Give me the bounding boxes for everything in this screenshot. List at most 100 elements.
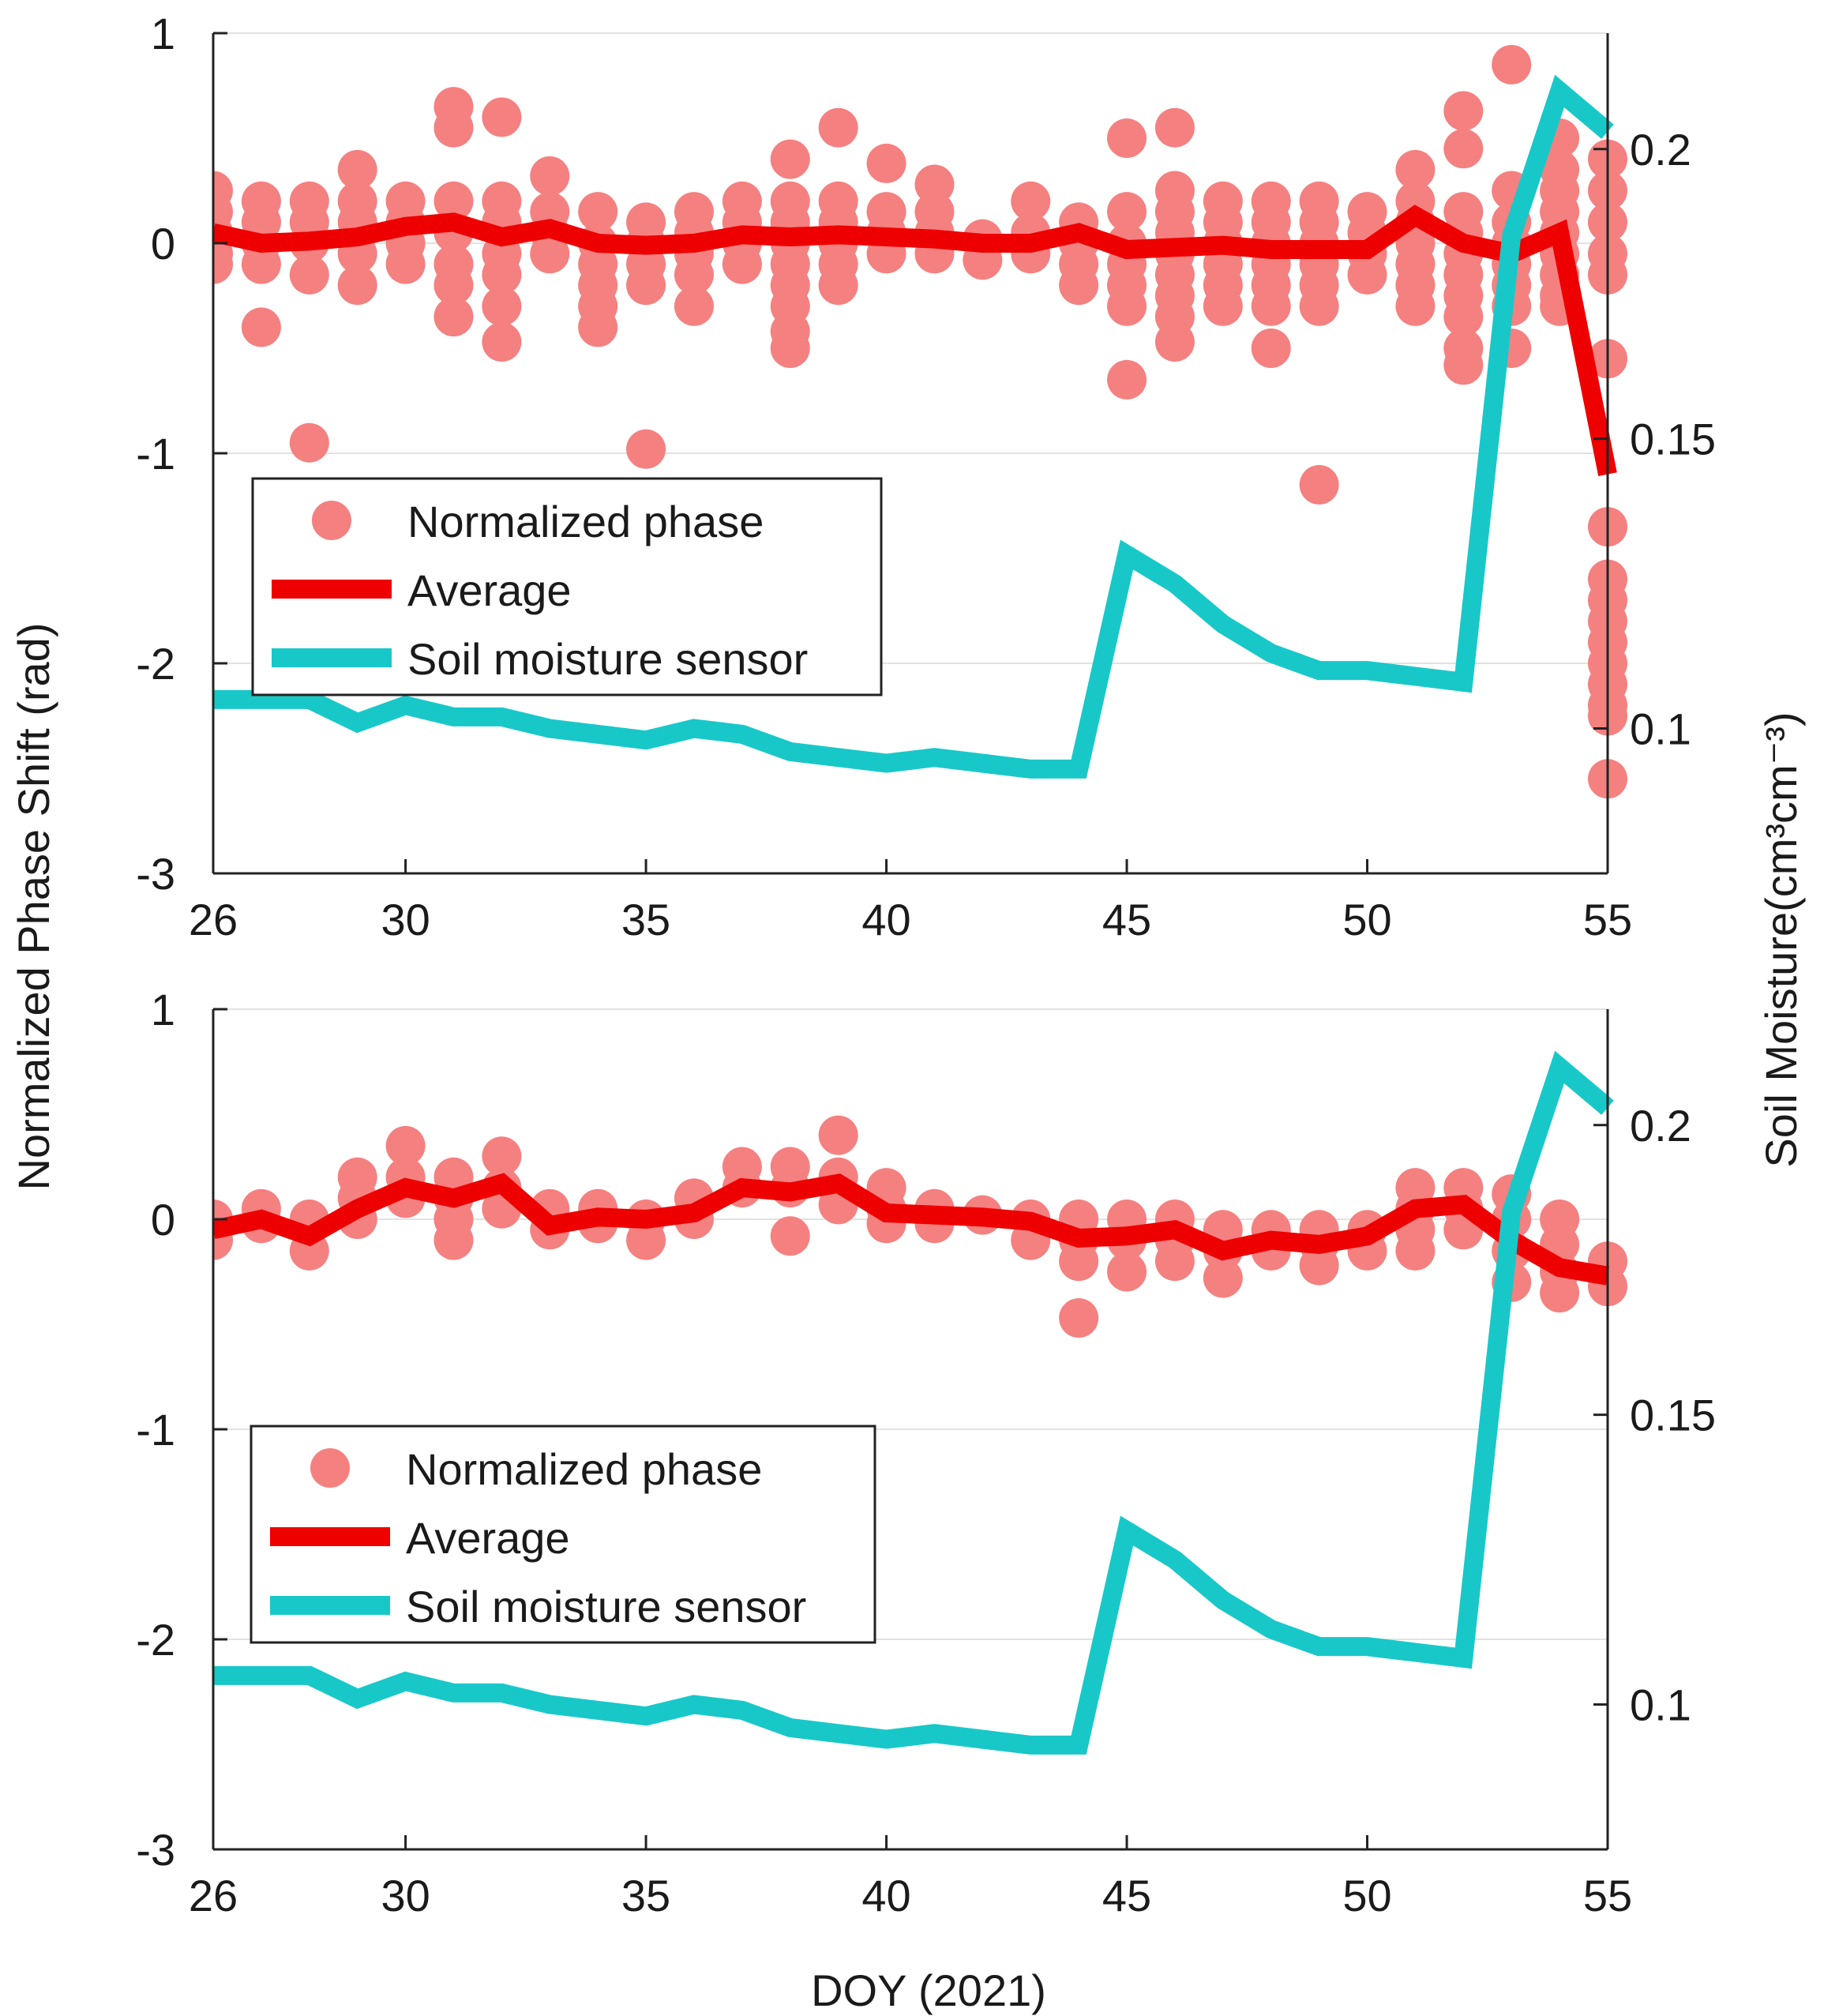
- x-tick-label: 30: [381, 895, 430, 944]
- phase-point: [1107, 286, 1147, 326]
- x-axis-label: DOY (2021): [811, 1965, 1046, 2015]
- phase-point: [337, 265, 377, 306]
- y2-tick-label: 0.15: [1630, 1391, 1716, 1440]
- legend-label: Normalized phase: [407, 497, 764, 546]
- phase-point: [914, 164, 955, 205]
- phase-point: [1154, 322, 1195, 362]
- phase-point: [1154, 107, 1195, 148]
- y-tick-label: 1: [151, 9, 175, 58]
- phase-point: [722, 244, 762, 284]
- legend-label: Soil moisture sensor: [407, 634, 808, 684]
- average-line: [213, 205, 1617, 476]
- legend-label: Soil moisture sensor: [406, 1582, 806, 1631]
- phase-point: [385, 244, 426, 284]
- phase-point: [1107, 118, 1147, 158]
- legend: Normalized phase Average Soil moisture sen…: [251, 477, 883, 696]
- top-panel: -3 -2 -1 0 1 0.1 0.15 0.2 26 30 35 40 45 50 55 Normaliz…: [136, 9, 1716, 944]
- phase-point: [674, 286, 714, 326]
- phase-point: [289, 254, 329, 295]
- phase-point: [1443, 129, 1484, 169]
- phase-point: [1107, 192, 1147, 232]
- phase-point: [1011, 181, 1051, 221]
- phase-point: [1540, 1273, 1580, 1313]
- legend-label: Normalized phase: [406, 1444, 762, 1494]
- soil-moisture-line: [213, 1050, 1614, 1755]
- x-tick-label: 35: [621, 1871, 670, 1920]
- y-tick-label: 1: [151, 985, 175, 1034]
- phase-point: [626, 429, 666, 469]
- y-tick-label: -2: [136, 639, 175, 689]
- y2-tick-label: 0.1: [1630, 704, 1691, 754]
- y-tick-label: -1: [136, 1405, 175, 1455]
- x-tick-label: 50: [1342, 1871, 1391, 1920]
- phase-point: [1251, 328, 1291, 368]
- legend-marker-points: [310, 1448, 350, 1488]
- y-tick-label: 0: [151, 219, 175, 268]
- phase-point: [1107, 359, 1147, 400]
- phase-point: [213, 244, 233, 284]
- phase-point: [433, 181, 474, 221]
- phase-point: [674, 254, 714, 295]
- phase-point: [289, 422, 329, 463]
- phase-point: [530, 234, 570, 274]
- phase-point: [1203, 286, 1243, 326]
- phase-point: [1443, 91, 1484, 131]
- phase-point: [433, 297, 474, 337]
- phase-point: [1203, 1258, 1243, 1298]
- data-layer: [213, 1050, 1627, 1755]
- x-tick-label: 45: [1102, 895, 1151, 944]
- y2-tick-label: 0.15: [1630, 415, 1716, 464]
- phase-point: [337, 149, 377, 190]
- x-tick-label: 45: [1102, 1871, 1151, 1920]
- phase-point: [433, 1220, 474, 1260]
- phase-point: [530, 156, 570, 196]
- phase-point: [578, 192, 618, 232]
- legend-label: Average: [406, 1513, 570, 1563]
- phase-point: [1347, 254, 1387, 295]
- y-tick-label: -2: [136, 1615, 175, 1665]
- phase-point: [578, 307, 618, 347]
- phase-point: [1395, 286, 1436, 326]
- phase-point: [770, 139, 810, 179]
- phase-point: [1059, 1241, 1099, 1282]
- x-tick-label: 26: [189, 895, 238, 944]
- phase-point: [241, 244, 281, 284]
- y2-tick-label: 0.1: [1630, 1680, 1691, 1730]
- phase-point: [385, 1125, 426, 1166]
- y-tick-label: -1: [136, 429, 175, 479]
- average-line: [213, 1173, 1610, 1286]
- x-tick-label: 55: [1583, 1871, 1632, 1920]
- phase-point: [1492, 44, 1532, 84]
- phase-point: [482, 1136, 522, 1177]
- x-tick-label: 40: [861, 1871, 910, 1920]
- phase-point: [241, 307, 281, 347]
- x-tick-label: 35: [621, 895, 670, 944]
- x-tick-label: 50: [1342, 895, 1391, 944]
- y-tick-label: 0: [151, 1195, 175, 1245]
- y-axis-label: Normalized Phase Shift (rad): [9, 623, 58, 1191]
- phase-point: [433, 265, 474, 306]
- phase-point: [818, 1115, 858, 1155]
- y-tick-label: -3: [136, 1825, 175, 1875]
- phase-point: [1251, 286, 1291, 326]
- phase-point: [433, 107, 474, 148]
- phase-point: [1299, 464, 1339, 505]
- phase-point: [1395, 1230, 1436, 1271]
- legend-label: Average: [407, 565, 572, 615]
- phase-point: [818, 107, 858, 148]
- phase-point: [626, 1220, 666, 1260]
- phase-point: [770, 328, 810, 368]
- phase-point: [818, 265, 858, 306]
- y2-axis-label: Soil Moisture(cm³cm⁻³): [1756, 711, 1806, 1167]
- phase-point: [1443, 345, 1484, 385]
- x-tick-label: 26: [189, 1871, 238, 1920]
- phase-point: [770, 1216, 810, 1256]
- phase-point: [1299, 286, 1339, 326]
- phase-point: [1395, 149, 1436, 190]
- phase-point: [1154, 1241, 1195, 1282]
- phase-point: [482, 97, 522, 137]
- bottom-panel: -3 -2 -1 0 1 0.1 0.15 0.2 26 30 35 40 45 50 55 Normaliz…: [136, 985, 1716, 1920]
- x-tick-label: 55: [1583, 895, 1632, 944]
- y-tick-label: -3: [136, 849, 175, 899]
- phase-point: [1443, 297, 1484, 337]
